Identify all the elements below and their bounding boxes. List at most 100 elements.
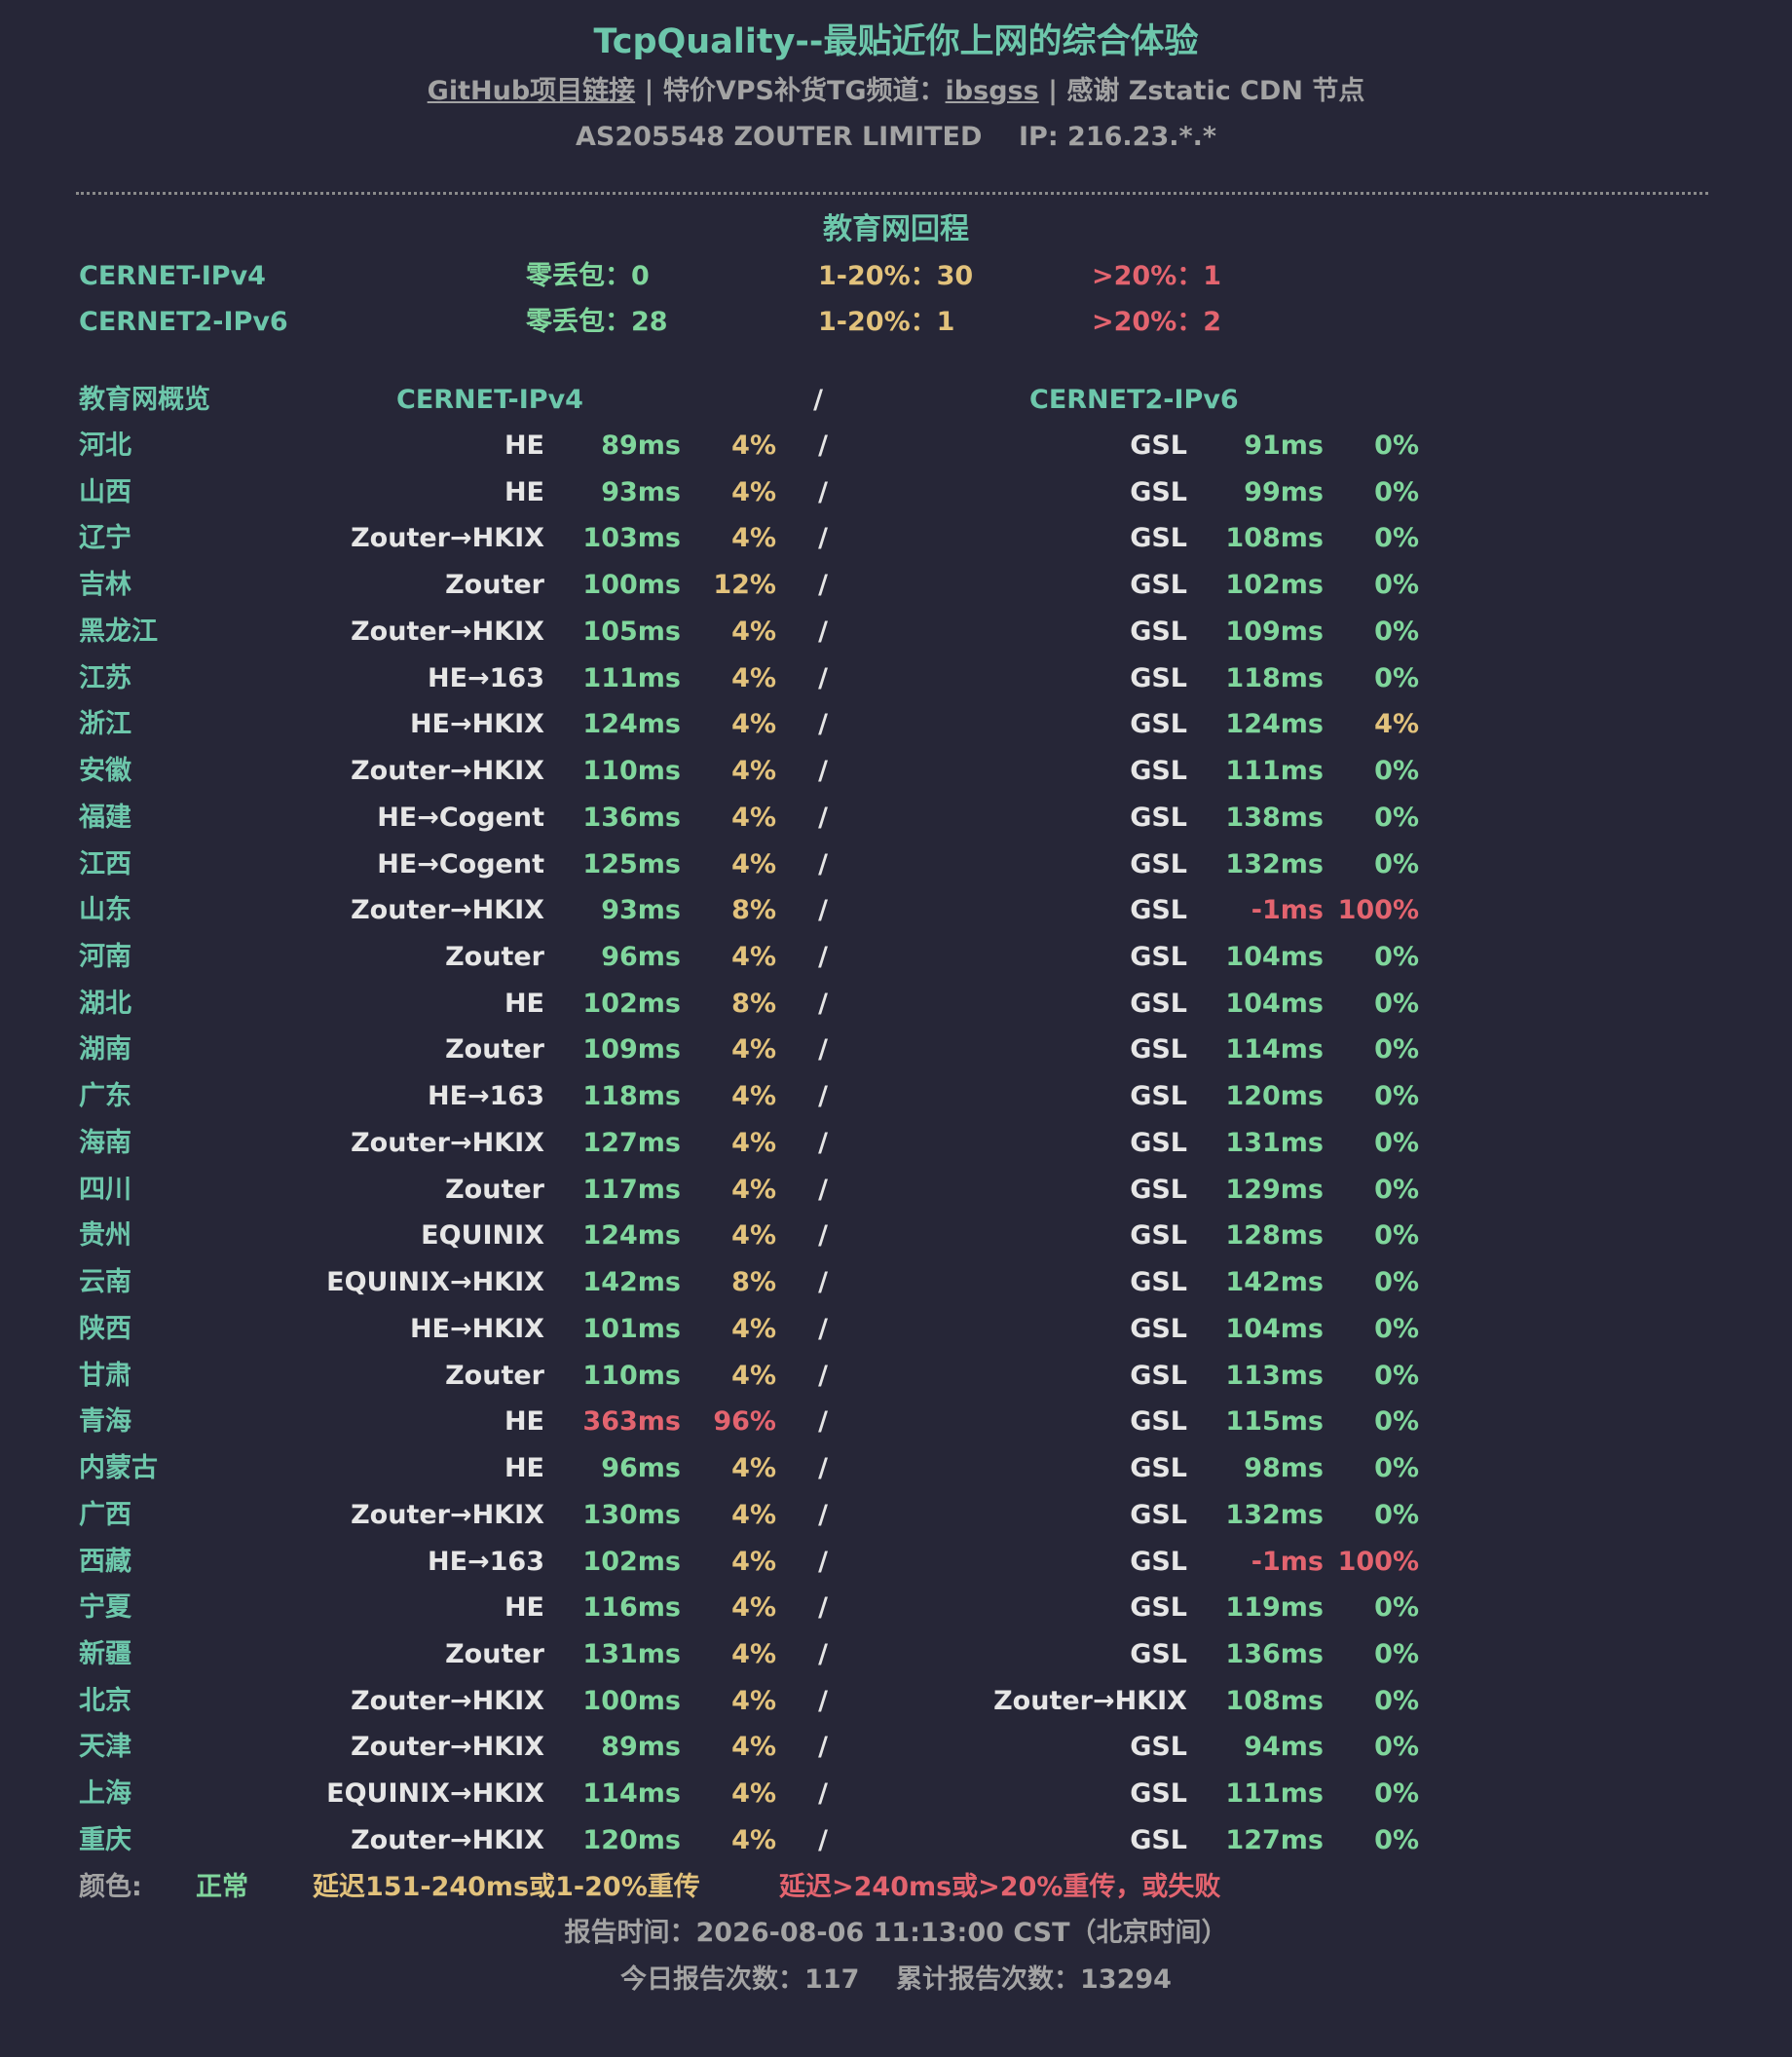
latency-v6: 118ms <box>1225 662 1324 693</box>
province: 北京 <box>79 1685 131 1716</box>
province: 宁夏 <box>79 1592 131 1624</box>
github-link[interactable]: GitHub项目链接 <box>427 76 636 106</box>
latency-v6: 108ms <box>1225 523 1324 554</box>
route-v4: HE <box>504 430 544 461</box>
latency-v4: 100ms <box>582 570 681 601</box>
ip: IP: 216.23.*.* <box>1019 122 1216 152</box>
links: GitHub项目链接 | 特价VPS补货TG频道：ibsgss | 感谢 Zst… <box>0 74 1792 109</box>
loss-v4: 4% <box>731 616 776 647</box>
loss-v6: 0% <box>1374 1313 1419 1344</box>
separator: / <box>818 1638 828 1669</box>
route-v6: GSL <box>1130 1778 1187 1810</box>
route-v6: GSL <box>1130 476 1187 507</box>
latency-v6: 138ms <box>1225 802 1324 833</box>
tg-link[interactable]: ibsgss <box>945 76 1039 106</box>
report-counts: 今日报告次数：117 累计报告次数：13294 <box>0 1963 1792 1998</box>
separator: / <box>818 895 828 926</box>
route-v6: GSL <box>1130 430 1187 461</box>
latency-v6: 132ms <box>1225 848 1324 879</box>
loss-v4: 8% <box>731 895 776 926</box>
latency-v6: 113ms <box>1225 1360 1324 1391</box>
route-v4: Zouter <box>445 1638 544 1669</box>
separator: / <box>818 1453 828 1484</box>
latency-v6: 98ms <box>1244 1453 1324 1484</box>
latency-v4: 142ms <box>582 1267 681 1298</box>
latency-v6: 99ms <box>1244 476 1324 507</box>
table-header: / <box>813 385 823 415</box>
route-v4: EQUINIX <box>421 1220 544 1252</box>
summary-title: 教育网回程 <box>823 212 969 246</box>
latency-v6: 104ms <box>1225 942 1324 973</box>
route-v6: GSL <box>1130 523 1187 554</box>
route-v4: Zouter→HKIX <box>351 523 544 554</box>
route-v4: Zouter <box>445 570 544 601</box>
latency-v4: 93ms <box>601 476 681 507</box>
route-v4: Zouter <box>445 1034 544 1066</box>
summary-cell: 零丢包：28 <box>526 307 668 337</box>
loss-v6: 0% <box>1374 988 1419 1019</box>
province: 上海 <box>79 1778 131 1810</box>
route-v4: HE <box>504 1453 544 1484</box>
route-v6: GSL <box>1130 1453 1187 1484</box>
latency-v4: 96ms <box>601 942 681 973</box>
route-v6: GSL <box>1130 1081 1187 1112</box>
latency-v4: 93ms <box>601 895 681 926</box>
loss-v4: 4% <box>731 802 776 833</box>
sep: | <box>1048 76 1058 106</box>
summary-cell: 零丢包：0 <box>526 261 650 291</box>
loss-v6: 0% <box>1374 1127 1419 1158</box>
latency-v6: 108ms <box>1225 1685 1324 1716</box>
loss-v6: 0% <box>1374 1267 1419 1298</box>
route-v4: HE <box>504 1592 544 1624</box>
loss-v6: 0% <box>1374 1406 1419 1438</box>
loss-v6: 0% <box>1374 848 1419 879</box>
province: 江西 <box>79 848 131 879</box>
divider <box>76 192 1708 195</box>
report-count: 累计报告次数：13294 <box>896 1964 1172 1995</box>
summary-cell: CERNET2-IPv6 <box>79 307 288 337</box>
separator: / <box>818 1824 828 1855</box>
latency-v4: 127ms <box>582 1127 681 1158</box>
loss-v6: 0% <box>1374 1778 1419 1810</box>
province: 河北 <box>79 430 131 461</box>
route-v4: HE <box>504 1406 544 1438</box>
loss-v4: 4% <box>731 1592 776 1624</box>
latency-v4: 363ms <box>582 1406 681 1438</box>
latency-v4: 101ms <box>582 1313 681 1344</box>
route-v6: GSL <box>1130 1638 1187 1669</box>
separator: / <box>818 1592 828 1624</box>
summary-cell: 1-20%：1 <box>818 307 955 337</box>
latency-v6: 111ms <box>1225 1778 1324 1810</box>
route-v4: EQUINIX→HKIX <box>326 1778 544 1810</box>
legend-item: 延迟151-240ms或1-20%重传 <box>313 1872 700 1902</box>
loss-v4: 4% <box>731 848 776 879</box>
loss-v6: 0% <box>1374 1360 1419 1391</box>
loss-v4: 4% <box>731 756 776 787</box>
separator: / <box>818 1081 828 1112</box>
latency-v6: 124ms <box>1225 709 1324 740</box>
report-time: 报告时间：2026-08-06 11:13:00 CST（北京时间） <box>564 1918 1228 1948</box>
route-v4: Zouter→HKIX <box>351 1499 544 1530</box>
asn: AS205548 ZOUTER LIMITED <box>576 122 983 152</box>
latency-v6: 104ms <box>1225 1313 1324 1344</box>
route-v6: GSL <box>1130 756 1187 787</box>
loss-v4: 4% <box>731 1127 776 1158</box>
separator: / <box>818 942 828 973</box>
legend-item: 正常 <box>196 1872 248 1902</box>
loss-v6: 0% <box>1374 523 1419 554</box>
route-v4: Zouter→HKIX <box>351 1732 544 1763</box>
route-v6: GSL <box>1130 1267 1187 1298</box>
separator: / <box>818 988 828 1019</box>
latency-v6: 114ms <box>1225 1034 1324 1066</box>
route-v4: HE→Cogent <box>377 802 544 833</box>
separator: / <box>818 1685 828 1716</box>
loss-v4: 4% <box>731 430 776 461</box>
loss-v6: 0% <box>1374 662 1419 693</box>
route-v6: GSL <box>1130 848 1187 879</box>
latency-v4: 125ms <box>582 848 681 879</box>
loss-v6: 4% <box>1374 709 1419 740</box>
province: 天津 <box>79 1732 131 1763</box>
title: TcpQuality--最贴近你上网的综合体验 <box>593 22 1199 61</box>
route-v6: GSL <box>1130 1127 1187 1158</box>
